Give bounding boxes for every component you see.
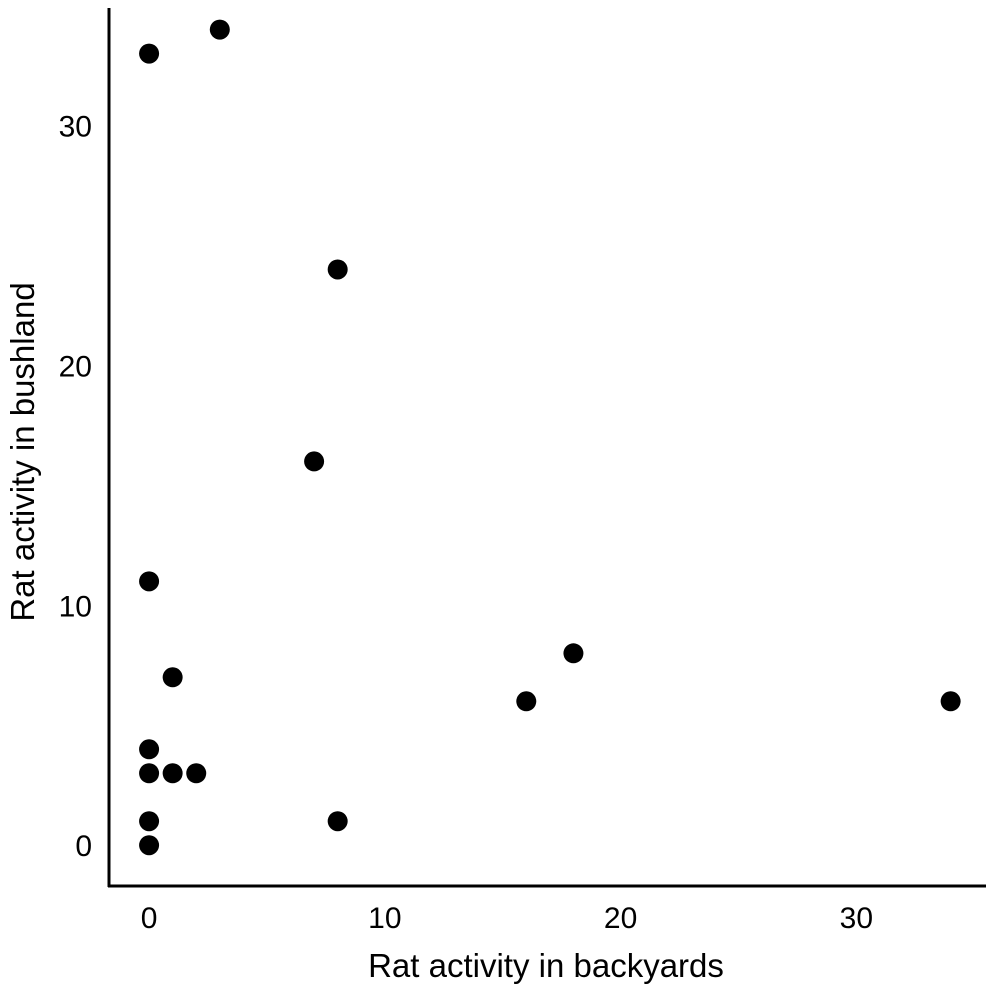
data-point — [186, 763, 207, 784]
x-tick-label: 0 — [141, 902, 158, 935]
data-point — [139, 811, 160, 832]
data-point — [516, 691, 537, 712]
x-tick-label: 20 — [604, 902, 637, 935]
y-tick-label: 10 — [59, 590, 92, 623]
x-tick-labels: 0 10 20 30 — [141, 902, 873, 935]
y-tick-label: 0 — [75, 830, 92, 863]
data-point — [209, 19, 230, 40]
data-point — [139, 763, 160, 784]
data-point — [139, 739, 160, 760]
data-point — [940, 691, 961, 712]
data-point — [139, 835, 160, 856]
data-point — [139, 571, 160, 592]
x-tick-label: 30 — [840, 902, 873, 935]
data-point — [139, 43, 160, 64]
y-tick-labels: 0 10 20 30 — [59, 111, 92, 864]
data-point — [162, 763, 183, 784]
data-point — [327, 811, 348, 832]
x-tick-label: 10 — [368, 902, 401, 935]
data-point — [304, 451, 325, 472]
x-axis-title: Rat activity in backyards — [368, 947, 724, 984]
data-points — [139, 19, 961, 856]
data-point — [162, 667, 183, 688]
y-tick-label: 20 — [59, 350, 92, 383]
y-axis-title: Rat activity in bushland — [4, 282, 41, 621]
data-point — [327, 259, 348, 280]
axes — [107, 8, 986, 888]
y-tick-label: 30 — [59, 111, 92, 144]
data-point — [563, 643, 584, 664]
